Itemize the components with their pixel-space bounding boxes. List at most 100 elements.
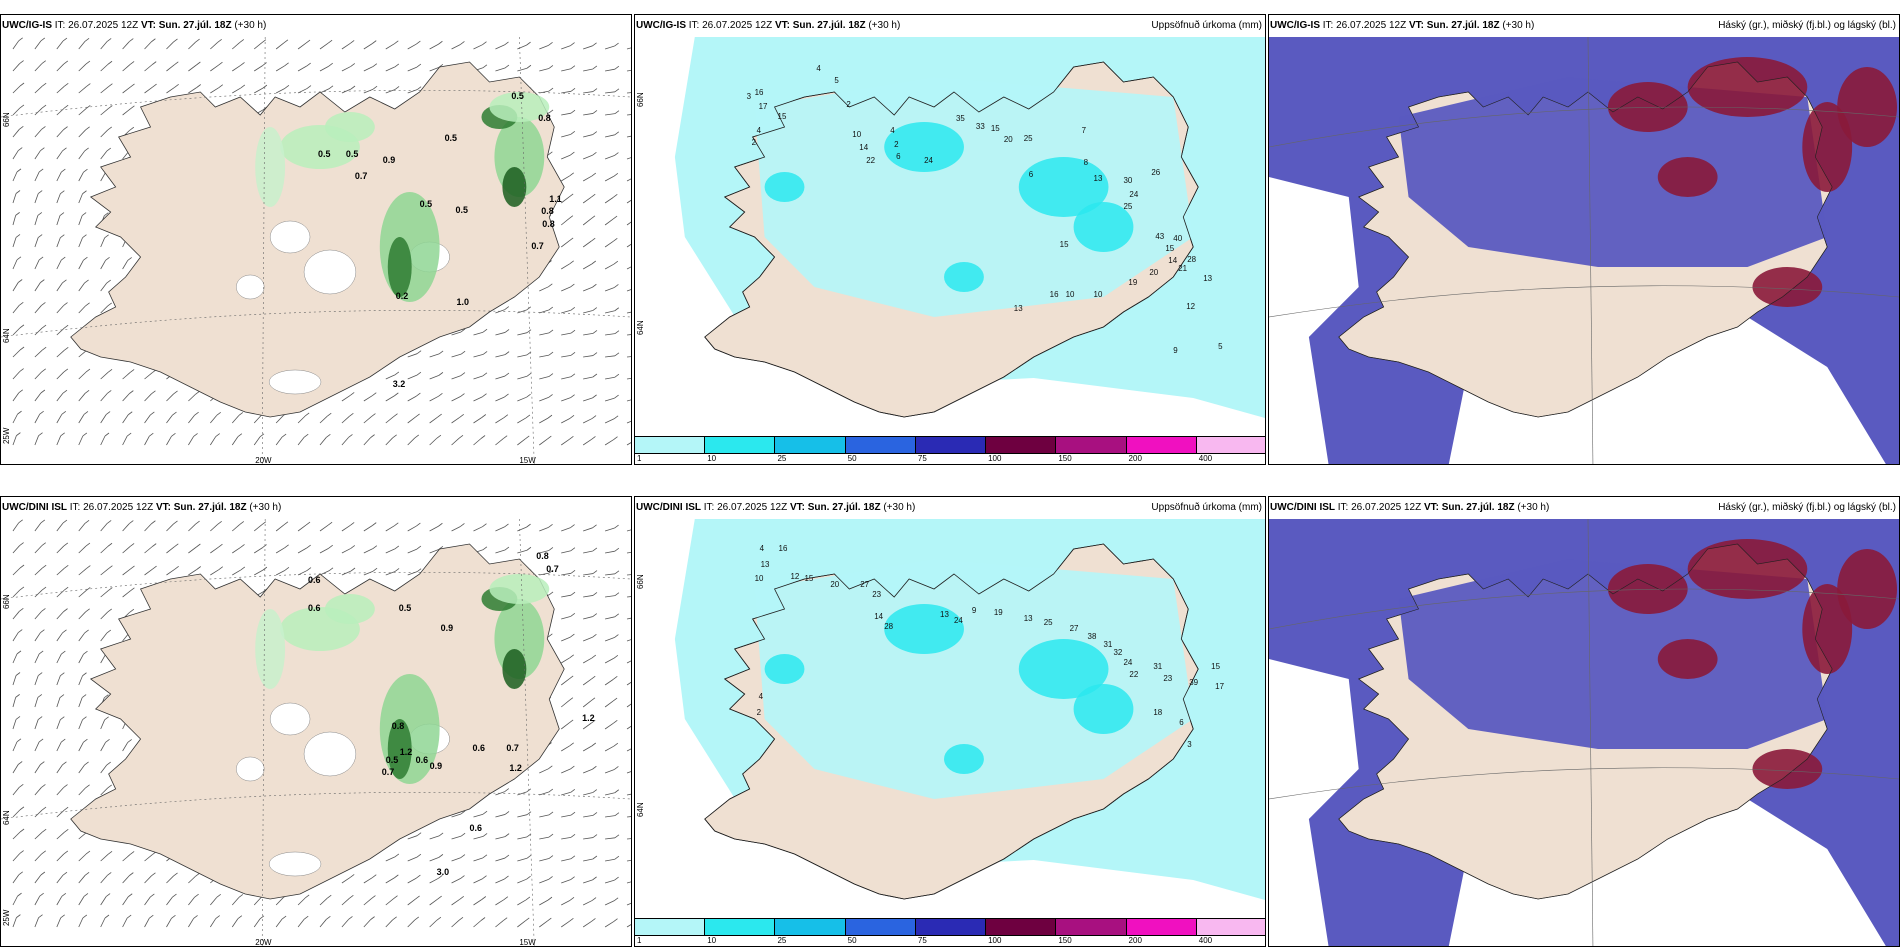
precip-amount-label: 6 (1029, 170, 1034, 179)
cloud-high-field (1607, 57, 1898, 307)
precip-amount-label: 14 (874, 612, 883, 621)
header-vt-label: VT: (789, 502, 805, 513)
header-vt: Sun. 27.júl. 18Z (1426, 20, 1500, 31)
colorbar-tick: 150 (1058, 936, 1072, 945)
precip-amount-label: 38 (1088, 632, 1097, 641)
colorbar: 1 10 25 50 75 100 150 200 400 (635, 918, 1265, 946)
panel-header: UWC/IG-IS IT: 26.07.2025 12Z VT: Sun. 27… (1269, 15, 1899, 37)
precip-value-label: 0.5 (386, 755, 398, 765)
precip-amount-label: 5 (1218, 342, 1223, 351)
precip-amount-label: 14 (859, 143, 868, 152)
header-vt-label: VT: (774, 20, 790, 31)
colorbar-tick: 200 (1128, 454, 1142, 463)
precip-value-label: 0.8 (538, 113, 550, 123)
precip-amount-label: 16 (779, 544, 788, 553)
precip-value-label: 0.5 (456, 205, 468, 215)
precip-amount-label: 20 (830, 580, 839, 589)
field-title: Uppsöfnuð úrkoma (mm) (1151, 502, 1262, 513)
colorbar-tick: 75 (917, 936, 927, 945)
precip-amount-label: 10 (1094, 290, 1103, 299)
precip-amount-label: 24 (1129, 190, 1138, 199)
precip-value-label: 1.2 (509, 763, 521, 773)
precip-amount-label: 32 (1113, 648, 1122, 657)
precip-amount-label: 8 (1084, 158, 1089, 167)
header-it-label: IT: (54, 20, 66, 31)
colorbar-swatch (845, 918, 916, 936)
header-model: UWC/DINI ISL (2, 502, 67, 513)
precip-amount-label: 5 (834, 76, 839, 85)
lat-label-1: 66N (636, 574, 645, 589)
map-area[interactable]: 66N 64N 4 16 13 10 12 15 20 27 23 14 28 13 24 9 19 13 25 27… (635, 519, 1265, 920)
map-area[interactable] (1269, 37, 1899, 464)
precip-amount-label: 16 (755, 88, 764, 97)
map-area[interactable]: 66N 64N 4 5 3 2 16 17 15 4 2 10 14 4 2 6 22 24 35 33 15 20 25 6… (635, 37, 1265, 438)
map-panel-precip: UWC/DINI ISL IT: 26.07.2025 12Z VT: Sun.… (634, 496, 1266, 947)
land-iceland (70, 61, 565, 418)
header-vt-label: VT: (1423, 502, 1439, 513)
map-canvas (1269, 519, 1899, 946)
map-area[interactable]: 66N 64N 25W 20W 15W 0.5 0.8 0.5 0.5 0.5 0.9 0.7 0.5 0… (1, 37, 631, 464)
precip-value-label: 0.9 (441, 623, 453, 633)
precip-amount-label: 43 (1155, 232, 1164, 241)
precip-value-label: 1.1 (549, 194, 561, 204)
precip-amount-label: 4 (816, 64, 821, 73)
map-area[interactable] (1269, 519, 1899, 946)
header-vt: Sun. 27.júl. 18Z (1441, 502, 1515, 513)
precip-amount-label: 2 (757, 708, 762, 717)
colorbar-swatch (986, 436, 1057, 454)
precip-amount-label: 22 (1129, 670, 1138, 679)
header-vt-label: VT: (155, 502, 171, 513)
precip-value-label: 0.5 (399, 603, 411, 613)
map-panel-wind: UWC/DINI ISL IT: 26.07.2025 12Z VT: Sun.… (0, 496, 632, 947)
header-vt-label: VT: (1408, 20, 1424, 31)
colorbar-swatch (915, 918, 987, 936)
header-it-label: IT: (703, 502, 715, 513)
precip-amount-label: 15 (1165, 244, 1174, 253)
precip-value-label: 0.5 (511, 91, 523, 101)
header-vt-label: VT: (140, 20, 156, 31)
lon-label-0: 25W (2, 427, 11, 444)
precip-value-label: 0.7 (355, 171, 367, 181)
precip-amount-label: 28 (1187, 255, 1196, 264)
header-lead: (+30 h) (1502, 20, 1535, 31)
panel-header: UWC/IG-IS IT: 26.07.2025 12Z VT: Sun. 27… (635, 15, 1265, 37)
map-canvas (1269, 37, 1899, 464)
precip-value-label: 0.6 (308, 603, 320, 613)
precip-value-label: 0.8 (392, 721, 404, 731)
precip-amount-label: 18 (1153, 708, 1162, 717)
header-model: UWC/IG-IS (2, 20, 52, 31)
precip-value-label: 1.0 (457, 297, 469, 307)
precip-value-label: 3.0 (437, 867, 449, 877)
precip-value-label: 0.6 (473, 743, 485, 753)
precip-value-label: 0.6 (308, 575, 320, 585)
colorbar-swatch (705, 436, 776, 454)
header-lead: (+30 h) (249, 502, 282, 513)
lat-label-1: 66N (636, 92, 645, 107)
panel-header: UWC/DINI ISL IT: 26.07.2025 12Z VT: Sun.… (635, 497, 1265, 519)
precip-amount-label: 14 (1168, 256, 1177, 265)
precip-amount-label: 31 (1104, 640, 1113, 649)
precip-over-land (754, 77, 1194, 317)
precip-amount-label: 9 (972, 606, 977, 615)
lat-label-1: 66N (2, 112, 11, 127)
header-vt: Sun. 27.júl. 18Z (173, 502, 247, 513)
precip-amount-label: 22 (866, 156, 875, 165)
precip-value-label: 1.2 (400, 747, 412, 757)
precip-amount-label: 12 (791, 572, 800, 581)
lat-label-2: 64N (636, 802, 645, 817)
precip-amount-label: 28 (884, 622, 893, 631)
map-panel-cloud: UWC/DINI ISL IT: 26.07.2025 12Z VT: Sun.… (1268, 496, 1900, 947)
precip-amount-label: 15 (991, 124, 1000, 133)
precip-amount-label: 15 (1211, 662, 1220, 671)
precip-amount-label: 13 (1094, 174, 1103, 183)
precip-amount-label: 25 (1044, 618, 1053, 627)
precip-amount-label: 30 (1123, 176, 1132, 185)
header-it: 26.07.2025 12Z (68, 20, 139, 31)
precip-amount-label: 9 (1173, 346, 1178, 355)
colorbar-swatch (1196, 436, 1265, 454)
precip-amount-label: 24 (954, 616, 963, 625)
precip-amount-label: 27 (860, 580, 869, 589)
map-area[interactable]: 66N 64N 25W 20W 15W 0.6 0.8 0.7 0.6 0.5 0.9 0.8 1.2 0… (1, 519, 631, 947)
lon-label-2: 15W (519, 938, 536, 947)
precip-amount-label: 15 (804, 574, 813, 583)
